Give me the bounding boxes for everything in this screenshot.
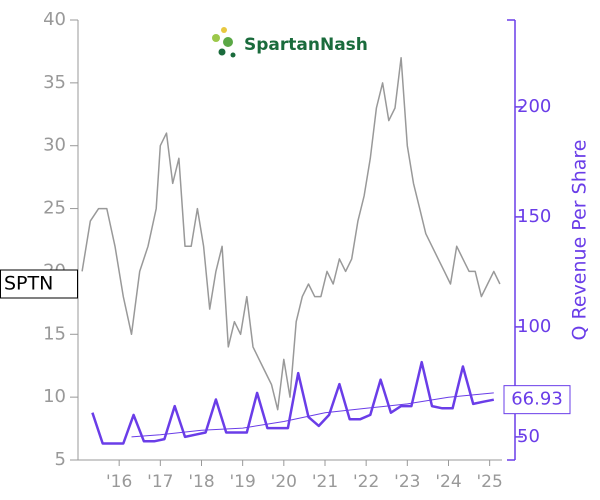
y-tick-label: 30 [43,135,66,156]
logo-dot [230,52,236,58]
y2-tick-label: 150 [517,206,551,227]
y2-tick-label: 50 [517,426,540,447]
y-tick-label: 25 [43,198,66,219]
x-tick-label: '16 [106,472,132,492]
x-tick-label: '22 [353,472,379,492]
y-tick-label: 10 [43,386,66,407]
x-tick-label: '24 [435,472,461,492]
y2-axis-label: Q Revenue Per Share [569,140,591,341]
value-label: 66.93 [511,389,563,410]
y2-tick-label: 200 [517,96,551,117]
logo: SpartanNash [212,27,368,58]
y-tick-label: 35 [43,72,66,93]
x-tick-label: '19 [230,472,256,492]
logo-dot [218,48,226,56]
y-tick-label: 40 [43,9,66,30]
x-tick-label: '21 [312,472,338,492]
logo-dot [223,37,233,47]
value-box [503,385,571,415]
y2-tick-label: 100 [517,316,551,337]
series-line [81,56,501,411]
logo-dot [212,34,220,42]
y-axis-label: SPTN [4,273,53,295]
x-tick-label: '23 [394,472,420,492]
x-tick-label: '25 [476,472,502,492]
logo-text: SpartanNash [244,35,368,55]
ticker-box [0,269,78,299]
y-tick-label: 15 [43,323,66,344]
series-line [91,360,495,445]
x-tick-label: '17 [147,472,173,492]
x-tick-label: '18 [188,472,214,492]
x-tick-label: '20 [271,472,297,492]
y-tick-label: 5 [55,449,66,470]
logo-dot [221,27,227,33]
series-line [131,392,494,438]
